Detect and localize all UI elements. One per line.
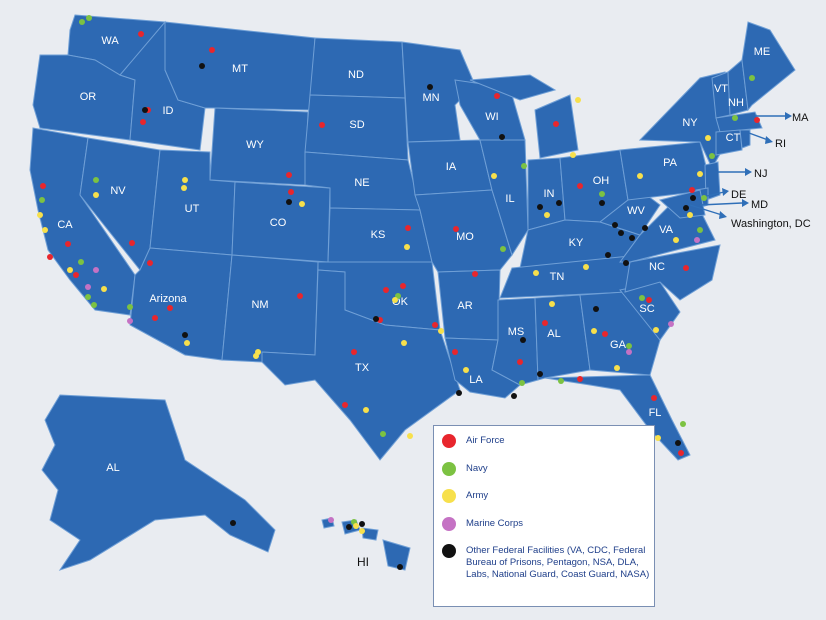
legend-label: Other Federal Facilities (VA, CDC, Feder… (466, 545, 650, 580)
state-ms (491, 297, 539, 386)
legend: Air Force Navy Army Marine Corps Other F… (433, 425, 655, 607)
label-vt: VT (714, 83, 728, 95)
label-ut: UT (185, 203, 200, 215)
label-wv: WV (627, 205, 645, 217)
label-mo: MO (456, 231, 474, 243)
legend-label: Marine Corps (466, 518, 524, 529)
label-nm: NM (251, 299, 268, 311)
label-de: DE (731, 189, 746, 201)
label-nv: NV (110, 185, 126, 197)
state-il (479, 139, 529, 257)
legend-label: Air Force (466, 435, 505, 446)
legend-label: Navy (466, 463, 488, 474)
state-mi (469, 74, 579, 159)
air-force-dot-icon (442, 434, 456, 448)
label-ia: IA (446, 161, 457, 173)
label-pa: PA (663, 157, 678, 169)
label-in: IN (544, 188, 555, 200)
label-az: Arizona (149, 293, 187, 305)
label-ma: MA (792, 112, 809, 124)
label-or: OR (80, 91, 97, 103)
label-oh: OH (593, 175, 610, 187)
label-ca: CA (57, 219, 73, 231)
label-ak: AL (106, 462, 119, 474)
label-nc: NC (649, 261, 665, 273)
label-nd: ND (348, 69, 364, 81)
label-ky: KY (569, 237, 584, 249)
arrow-ri (748, 132, 769, 141)
label-co: CO (270, 217, 287, 229)
state-al (534, 294, 591, 381)
label-ri: RI (775, 138, 786, 150)
label-id: ID (163, 105, 174, 117)
label-va: VA (659, 224, 674, 236)
label-dc: Washington, DC (731, 218, 811, 230)
label-sd: SD (349, 119, 364, 131)
state-ak (41, 394, 276, 571)
state-nc (624, 244, 721, 301)
label-tn: TN (550, 271, 565, 283)
label-ar: AR (457, 300, 472, 312)
label-tx: TX (355, 362, 370, 374)
label-nh: NH (728, 97, 744, 109)
arrow-dc (689, 204, 723, 216)
label-wa: WA (101, 35, 119, 47)
label-sc: SC (639, 303, 654, 315)
facility-markers (37, 15, 760, 570)
label-mn: MN (422, 92, 439, 104)
state-ct (715, 129, 743, 156)
label-la: LA (469, 374, 483, 386)
label-me: ME (754, 46, 771, 58)
navy-dot-icon (442, 462, 456, 476)
label-md: MD (751, 199, 768, 211)
state-tx (261, 269, 461, 461)
state-ri (739, 129, 751, 149)
arrow-de (706, 191, 725, 197)
state-me (741, 21, 796, 112)
label-fl: FL (649, 407, 662, 419)
legend-label: Army (466, 490, 489, 501)
other-facility-dot-icon (442, 544, 456, 558)
label-ks: KS (371, 229, 386, 241)
label-ny: NY (682, 117, 698, 129)
arrow-md (699, 202, 743, 206)
label-al: AL (547, 328, 560, 340)
label-wi: WI (485, 111, 498, 123)
label-nj: NJ (754, 168, 767, 180)
label-ct: CT (726, 132, 741, 144)
label-ms: MS (508, 326, 525, 338)
label-wy: WY (246, 139, 264, 151)
state-ma (715, 111, 763, 133)
army-dot-icon (442, 489, 456, 503)
label-mt: MT (232, 63, 248, 75)
state-nm (221, 254, 319, 363)
label-hi: HI (357, 555, 369, 569)
label-ne: NE (354, 177, 369, 189)
label-ga: GA (610, 339, 627, 351)
label-il: IL (505, 193, 514, 205)
marine-corps-dot-icon (442, 517, 456, 531)
state-nd (309, 37, 406, 99)
